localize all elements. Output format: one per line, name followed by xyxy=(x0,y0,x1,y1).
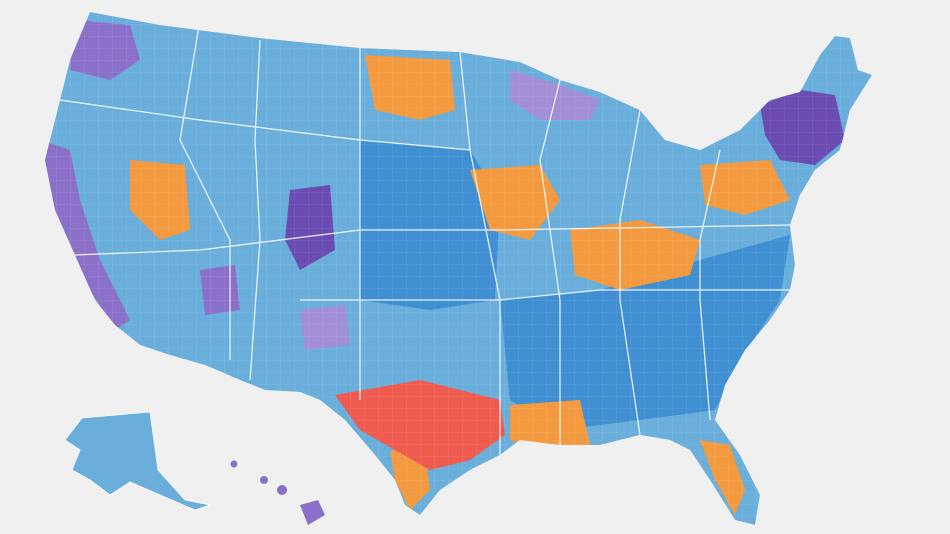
state-borders xyxy=(59,19,791,455)
hawaii-island-4 xyxy=(230,460,238,468)
hawaii-group xyxy=(230,460,325,525)
alaska xyxy=(64,411,212,511)
hawaii xyxy=(300,500,325,525)
hawaii-island-2 xyxy=(277,485,287,495)
hawaii-island-3 xyxy=(260,476,268,484)
